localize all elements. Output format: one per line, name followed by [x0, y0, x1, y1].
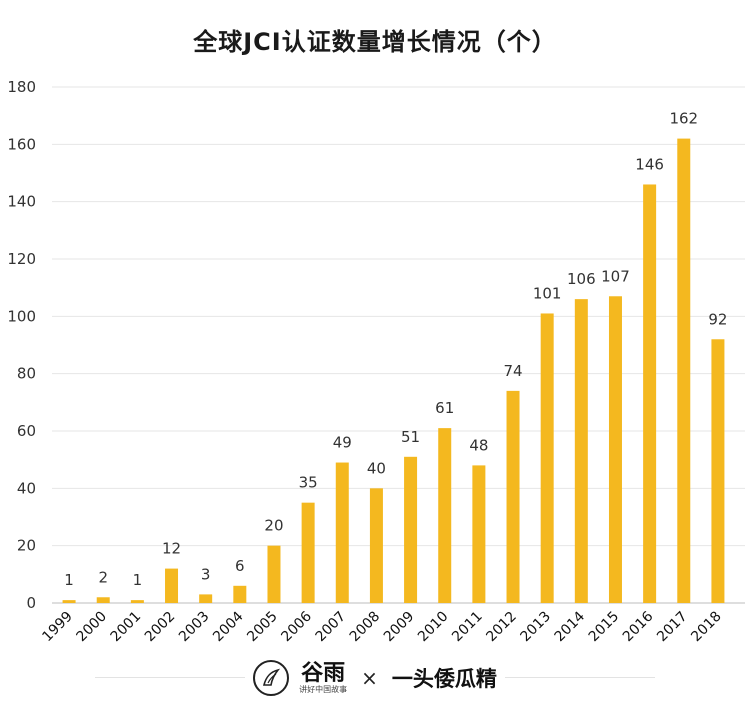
y-tick-label: 80 — [17, 365, 36, 383]
y-tick-label: 0 — [26, 594, 36, 612]
collab-separator: × — [361, 666, 378, 690]
bar — [472, 465, 486, 603]
y-tick-label: 100 — [7, 307, 36, 325]
x-tick-label: 2016 — [620, 608, 657, 645]
x-tick-label: 2009 — [381, 609, 418, 646]
data-label: 74 — [503, 362, 522, 380]
data-label: 6 — [235, 557, 245, 575]
data-label: 1 — [64, 571, 74, 589]
data-label: 35 — [299, 474, 318, 492]
bar — [677, 138, 691, 603]
x-tick-label: 2005 — [244, 609, 281, 646]
bar — [643, 184, 657, 603]
bar — [711, 339, 725, 603]
y-tick-label: 60 — [17, 422, 36, 440]
x-tick-label: 2002 — [142, 609, 179, 646]
x-tick-label: 2012 — [483, 609, 520, 646]
partner-name: 一头倭瓜精 — [391, 667, 497, 691]
x-tick-label: 1999 — [39, 609, 76, 646]
x-tick-label: 2004 — [210, 608, 247, 645]
bar — [130, 600, 144, 603]
x-tick-label: 2008 — [347, 609, 384, 646]
y-tick-label: 120 — [7, 250, 36, 268]
bar — [165, 568, 179, 603]
data-label: 101 — [533, 284, 562, 302]
data-label: 1 — [133, 571, 143, 589]
x-tick-label: 2000 — [74, 609, 111, 646]
y-tick-label: 40 — [17, 479, 36, 497]
data-label: 20 — [264, 517, 283, 535]
data-label: 48 — [469, 436, 488, 454]
bar — [335, 462, 349, 603]
data-label: 3 — [201, 565, 211, 583]
data-label: 49 — [333, 434, 352, 452]
bar — [574, 299, 588, 603]
x-tick-label: 2013 — [517, 609, 554, 646]
footer: 谷雨 讲好中国故事 × 一头倭瓜精 — [0, 652, 750, 704]
chart-title: 全球JCI认证数量增长情况（个） — [193, 28, 557, 56]
data-label: 2 — [98, 568, 108, 586]
bar — [267, 545, 281, 603]
bar — [540, 313, 554, 603]
data-label: 61 — [435, 399, 454, 417]
brand-logo: 谷雨 讲好中国故事 — [299, 662, 347, 694]
chart-plot: 0 20 40 60 80 100 120 140 160 180 1 1999 2 2000 1 2001 1… — [7, 78, 745, 646]
data-label: 106 — [567, 270, 596, 288]
bar — [438, 428, 452, 603]
data-label: 51 — [401, 428, 420, 446]
data-label: 146 — [635, 155, 664, 173]
brand-logo-subtitle: 讲好中国故事 — [299, 685, 348, 694]
x-tick-label: 2010 — [415, 609, 452, 646]
data-label: 107 — [601, 267, 630, 285]
x-tick-label: 2006 — [278, 608, 315, 645]
bar — [233, 585, 247, 603]
y-tick-label: 180 — [7, 78, 36, 96]
bar — [369, 488, 383, 603]
y-tick-label: 160 — [7, 135, 36, 153]
x-tick-label: 2017 — [654, 609, 691, 646]
x-tick-label: 2007 — [313, 609, 350, 646]
data-label: 92 — [708, 310, 727, 328]
bar — [404, 456, 418, 603]
guyu-logo-icon — [253, 660, 290, 696]
y-tick-label: 140 — [7, 193, 36, 211]
x-tick-label: 2001 — [108, 609, 145, 646]
brand-logo-name: 谷雨 — [301, 660, 346, 686]
x-tick-label: 2018 — [688, 609, 725, 646]
bar — [301, 502, 315, 603]
bar — [62, 600, 76, 603]
bar — [608, 296, 622, 603]
x-tick-label: 2003 — [176, 609, 213, 646]
data-label: 12 — [162, 540, 181, 558]
x-tick-label: 2015 — [586, 609, 623, 646]
data-label: 162 — [669, 110, 698, 128]
bar — [506, 390, 520, 603]
data-label: 40 — [367, 459, 386, 477]
bar — [96, 597, 110, 603]
x-tick-label: 2014 — [552, 608, 589, 645]
x-tick-label: 2011 — [449, 609, 486, 646]
footer-divider-left — [95, 677, 245, 678]
bar — [199, 594, 213, 603]
footer-divider-right — [505, 677, 655, 678]
y-tick-label: 20 — [17, 537, 36, 555]
